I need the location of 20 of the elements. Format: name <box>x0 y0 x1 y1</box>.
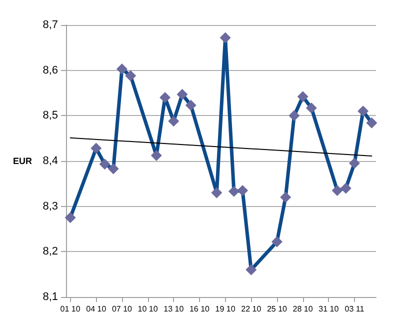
y-tick-label: 8,6 <box>42 64 58 76</box>
y-tick-label: 8,5 <box>42 110 58 122</box>
y-tick-label: 8,1 <box>42 291 58 303</box>
x-tick-label: 10 10 <box>138 304 158 314</box>
y-tick-label: 8,7 <box>42 19 58 31</box>
x-tick-label: 01 10 <box>60 304 81 314</box>
x-tick-label: 22 10 <box>241 304 262 314</box>
x-tick-label: 28 10 <box>292 304 314 314</box>
y-tick-label: 8,4 <box>42 155 58 167</box>
x-tick-label: 31 10 <box>318 304 340 314</box>
x-tick-label: 16 10 <box>189 304 210 314</box>
y-axis-title: EUR <box>12 156 32 166</box>
x-tick-label: 25 10 <box>266 304 288 314</box>
x-tick-label: 03 11 <box>344 304 365 314</box>
x-tick-label: 04 10 <box>86 304 107 314</box>
x-tick-label: 19 10 <box>215 304 236 314</box>
y-tick-label: 8,2 <box>42 246 58 258</box>
x-tick-label: 07 10 <box>112 304 133 314</box>
y-tick-label: 8,3 <box>42 200 58 212</box>
x-tick-label: 13 10 <box>164 304 184 314</box>
